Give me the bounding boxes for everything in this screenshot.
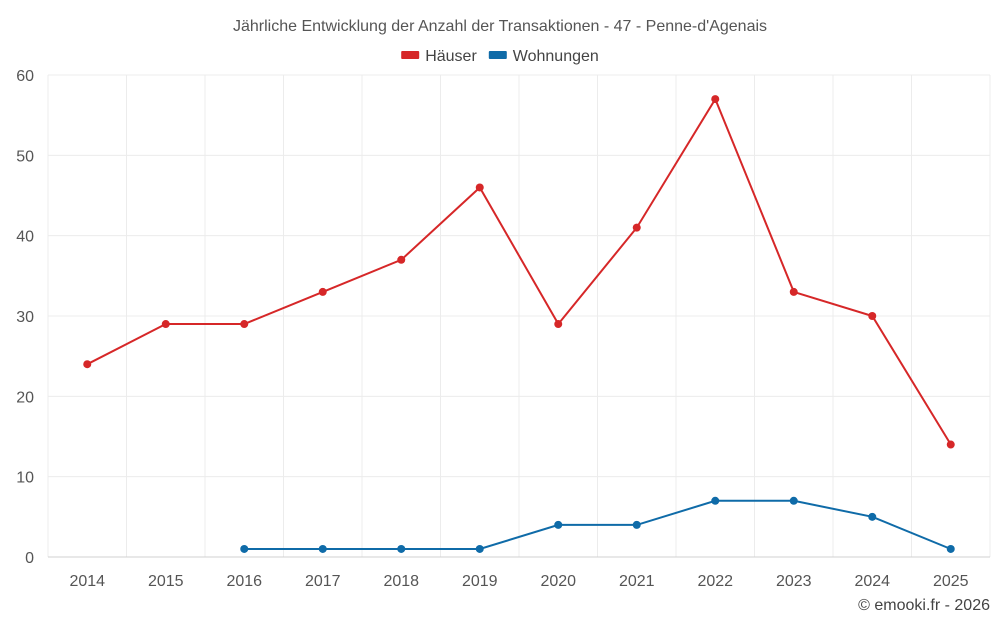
data-point[interactable] — [946, 440, 955, 449]
y-tick-label: 0 — [25, 550, 34, 567]
series-wohnungen — [240, 496, 955, 553]
series-line — [86, 96, 952, 446]
data-point[interactable] — [83, 360, 92, 369]
data-point[interactable] — [868, 512, 877, 521]
data-point[interactable] — [161, 320, 170, 329]
y-tick-label: 50 — [16, 148, 34, 165]
data-point[interactable] — [711, 496, 720, 505]
y-tick-label: 60 — [16, 68, 34, 85]
series-group — [83, 95, 955, 553]
data-point[interactable] — [475, 544, 484, 553]
y-tick-label: 30 — [16, 309, 34, 326]
x-tick-label: 2025 — [933, 573, 969, 590]
x-tick-label: 2021 — [619, 573, 655, 590]
data-point[interactable] — [554, 520, 563, 529]
x-axis-ticks: 2014 2015 2016 2017 2018 2019 2020 2021 2022 2023… — [69, 573, 968, 590]
x-tick-label: 2020 — [540, 573, 576, 590]
legend-item[interactable]: Wohnungen — [488, 48, 599, 65]
data-point[interactable] — [789, 496, 798, 505]
y-tick-label: 40 — [16, 229, 34, 246]
data-point[interactable] — [397, 255, 406, 264]
series-h-user — [83, 95, 955, 449]
legend-label: Wohnungen — [513, 48, 599, 65]
data-point[interactable] — [397, 544, 406, 553]
data-point[interactable] — [711, 95, 720, 104]
data-point[interactable] — [318, 544, 327, 553]
legend-swatch — [401, 51, 420, 59]
legend: Häuser Wohnungen — [401, 48, 599, 65]
data-point[interactable] — [240, 320, 249, 329]
series-line — [244, 499, 952, 550]
data-point[interactable] — [475, 183, 484, 192]
x-tick-label: 2023 — [776, 573, 812, 590]
y-tick-label: 10 — [16, 470, 34, 487]
legend-item[interactable]: Häuser — [401, 48, 477, 65]
data-point[interactable] — [632, 223, 641, 232]
y-axis-ticks: 0 10 20 30 40 50 60 — [16, 68, 34, 567]
x-tick-label: 2016 — [226, 573, 262, 590]
x-tick-label: 2017 — [305, 573, 341, 590]
x-tick-label: 2018 — [383, 573, 419, 590]
data-point[interactable] — [868, 312, 877, 320]
data-point[interactable] — [946, 544, 955, 553]
legend-swatch — [488, 51, 507, 59]
x-tick-label: 2015 — [148, 573, 184, 590]
grid — [47, 74, 991, 558]
x-tick-label: 2022 — [697, 573, 733, 590]
x-tick-label: 2024 — [854, 573, 890, 590]
credit-text: © emooki.fr - 2026 — [858, 597, 990, 614]
x-tick-label: 2019 — [462, 573, 498, 590]
data-point[interactable] — [632, 520, 641, 529]
data-point[interactable] — [554, 320, 563, 329]
data-point[interactable] — [318, 287, 327, 296]
legend-label: Häuser — [425, 48, 477, 65]
chart-title: Jährliche Entwicklung der Anzahl der Tra… — [233, 18, 767, 35]
x-tick-label: 2014 — [69, 573, 105, 590]
data-point[interactable] — [240, 544, 249, 553]
y-tick-label: 20 — [16, 389, 34, 406]
data-point[interactable] — [789, 287, 798, 296]
